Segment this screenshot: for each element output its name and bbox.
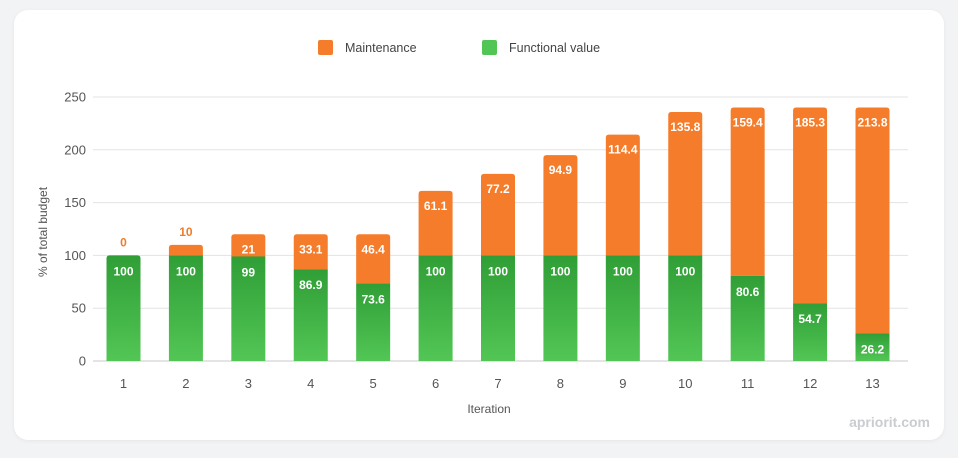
x-tick-label: 9	[619, 376, 626, 391]
y-tick-label: 150	[64, 195, 86, 210]
bar-functional	[668, 255, 703, 361]
bar-functional	[481, 255, 515, 361]
data-labels: 100 0 100 10 99 21 86.9 33.1 73.6 46.4 100 61.1 100 7…	[113, 116, 887, 357]
bar-functional	[730, 275, 765, 361]
x-axis-title: Iteration	[467, 402, 510, 416]
x-tick-label: 12	[803, 376, 817, 391]
x-tick-label: 2	[182, 376, 189, 391]
data-label-functional: 100	[176, 264, 196, 278]
data-label-functional: 100	[675, 264, 695, 278]
data-label-maintenance: 159.4	[733, 116, 763, 130]
data-label-functional: 100	[550, 264, 570, 278]
data-label-maintenance: 21	[242, 242, 256, 256]
bar-maintenance	[231, 234, 266, 257]
data-label-functional: 100	[488, 264, 508, 278]
y-tick-label: 0	[79, 354, 86, 369]
bar-functional	[293, 269, 328, 361]
bar-functional	[418, 255, 453, 361]
x-tick-label: 13	[865, 376, 879, 391]
bar-functional	[793, 303, 828, 361]
legend: Maintenance Functional value	[318, 40, 600, 55]
chart-card	[14, 10, 944, 440]
data-label-maintenance: 61.1	[424, 199, 448, 213]
y-tick-label: 100	[64, 248, 86, 263]
bars	[106, 107, 890, 361]
bar-maintenance	[293, 234, 328, 270]
data-label-maintenance: 213.8	[857, 116, 887, 130]
bar-functional	[855, 333, 890, 361]
x-tick-label: 5	[370, 376, 377, 391]
bar-functional	[106, 255, 141, 361]
y-tick-label: 250	[64, 90, 86, 105]
bar-maintenance	[543, 155, 578, 256]
data-label-maintenance: 33.1	[299, 242, 323, 256]
data-label-maintenance: 10	[179, 225, 193, 239]
legend-label: Functional value	[509, 41, 600, 55]
data-label-functional: 26.2	[861, 342, 885, 356]
x-tick-label: 10	[678, 376, 692, 391]
data-label-maintenance: 94.9	[549, 163, 573, 177]
data-label-functional: 86.9	[299, 278, 323, 292]
data-label-functional: 99	[242, 265, 256, 279]
bar-maintenance	[356, 234, 391, 284]
x-tick-label: 7	[494, 376, 501, 391]
y-axis-ticks: 0 50 100 150 200 250	[64, 90, 86, 369]
bar-maintenance	[605, 134, 640, 256]
data-label-functional: 80.6	[736, 285, 760, 299]
x-tick-label: 3	[245, 376, 252, 391]
bar-maintenance	[730, 107, 765, 276]
data-label-functional: 100	[426, 264, 446, 278]
data-label-functional: 100	[613, 264, 633, 278]
bar-functional	[605, 255, 640, 361]
y-tick-label: 200	[64, 142, 86, 157]
data-label-maintenance: 114.4	[608, 143, 638, 157]
x-tick-label: 6	[432, 376, 439, 391]
bar-maintenance	[168, 244, 203, 256]
x-tick-label: 8	[557, 376, 564, 391]
x-tick-label: 1	[120, 376, 127, 391]
data-label-functional: 73.6	[361, 292, 385, 306]
data-label-maintenance: 135.8	[670, 120, 700, 134]
x-axis-ticks: 1 2 3 4 5 6 7 8 9 10 11 12 13	[120, 376, 880, 391]
x-tick-label: 11	[741, 376, 755, 391]
bar-maintenance	[793, 107, 828, 304]
bar-maintenance	[855, 107, 890, 334]
data-label-maintenance: 77.2	[486, 182, 510, 196]
bar-maintenance	[668, 111, 703, 256]
data-label-functional: 100	[113, 264, 133, 278]
legend-label: Maintenance	[345, 41, 417, 55]
bar-maintenance	[481, 173, 515, 256]
legend-swatch	[318, 40, 333, 55]
data-label-maintenance: 0	[120, 235, 127, 249]
legend-swatch	[482, 40, 497, 55]
bar-maintenance	[418, 190, 453, 256]
watermark-text: apriorit.com	[849, 414, 930, 430]
x-tick-label: 4	[307, 376, 314, 391]
bar-functional	[231, 256, 266, 361]
data-label-maintenance: 46.4	[361, 242, 385, 256]
bar-functional	[356, 283, 391, 361]
y-axis-title: % of total budget	[36, 186, 50, 277]
bar-functional	[543, 255, 578, 361]
data-label-functional: 54.7	[798, 312, 822, 326]
bar-functional	[168, 255, 203, 361]
y-tick-label: 50	[72, 301, 86, 316]
data-label-maintenance: 185.3	[795, 116, 825, 130]
